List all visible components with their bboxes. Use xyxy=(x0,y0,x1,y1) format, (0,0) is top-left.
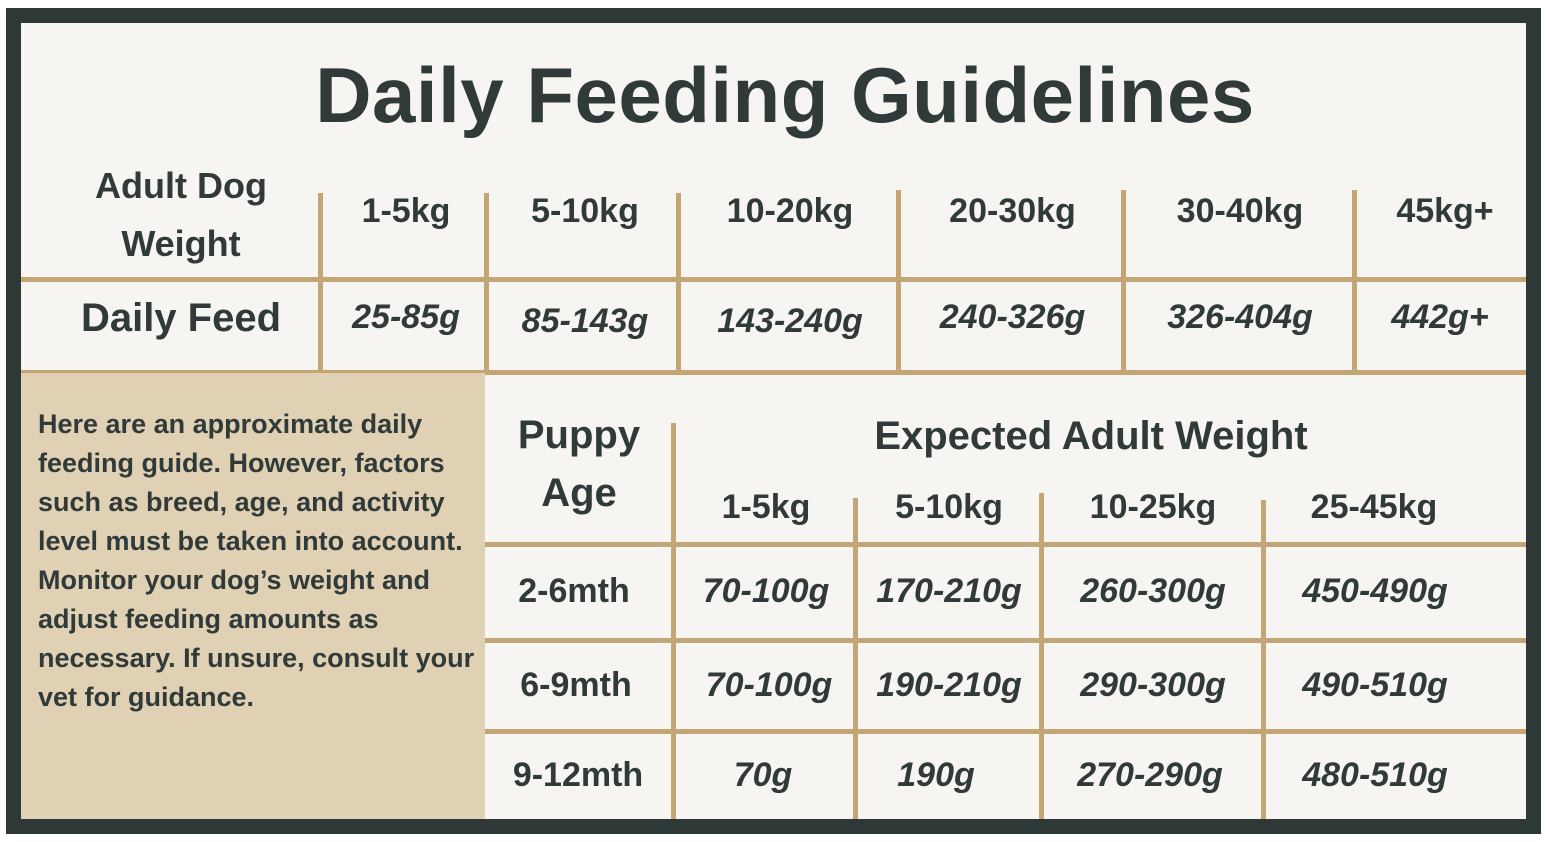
puppy-age-label-line2: Age xyxy=(541,471,617,515)
adult-weight-4: 20-30kg xyxy=(949,192,1076,230)
adult-feed-2: 85-143g xyxy=(521,302,649,340)
puppy-age-label: Puppy Age xyxy=(485,406,673,522)
adult-divider-mid xyxy=(21,277,1526,282)
puppy-feed-1-1: 70-100g xyxy=(702,572,830,610)
puppy-feed-3-4: 480-510g xyxy=(1302,756,1448,794)
adult-col-line-1 xyxy=(318,193,323,371)
adult-feed-1: 25-85g xyxy=(352,298,460,336)
adult-weight-label: Adult Dog Weight xyxy=(40,157,322,273)
adult-weight-6: 45kg+ xyxy=(1396,192,1494,230)
puppy-feed-3-2: 190g xyxy=(897,756,975,794)
adult-col-line-2 xyxy=(484,193,489,371)
puppy-divider-3 xyxy=(485,729,1526,734)
puppy-col-line-4 xyxy=(1261,500,1266,819)
puppy-col-line-3 xyxy=(1039,493,1044,819)
puppy-col-line-2 xyxy=(853,498,858,819)
puppy-feed-3-1: 70g xyxy=(733,756,793,794)
puppy-feed-2-2: 190-210g xyxy=(876,666,1022,704)
adult-feed-3: 143-240g xyxy=(717,302,863,340)
adult-weight-2: 5-10kg xyxy=(531,192,639,230)
expected-weight-label: Expected Adult Weight xyxy=(874,414,1308,458)
puppy-age-label-line1: Puppy xyxy=(517,413,641,457)
puppy-age-row-3: 9-12mth xyxy=(512,756,644,794)
puppy-feed-2-3: 290-300g xyxy=(1080,666,1226,704)
adult-weight-5: 30-40kg xyxy=(1176,192,1304,230)
adult-weight-3: 10-20kg xyxy=(726,192,854,230)
adult-col-line-4 xyxy=(896,190,901,371)
puppy-weight-2: 5-10kg xyxy=(895,488,1003,526)
puppy-feed-1-3: 260-300g xyxy=(1080,572,1226,610)
puppy-divider-1 xyxy=(485,542,1526,547)
adult-col-line-3 xyxy=(676,193,681,371)
puppy-feed-2-4: 490-510g xyxy=(1302,666,1448,704)
adult-divider-bottom xyxy=(21,370,1526,375)
puppy-weight-3: 10-25kg xyxy=(1089,488,1217,526)
note-box xyxy=(21,373,485,819)
page-title: Daily Feeding Guidelines xyxy=(315,51,1255,139)
puppy-feed-1-2: 170-210g xyxy=(876,572,1022,610)
puppy-feed-1-4: 450-490g xyxy=(1302,572,1448,610)
puppy-col-line-1 xyxy=(671,423,676,819)
adult-col-line-6 xyxy=(1352,190,1357,371)
adult-feed-6: 442g+ xyxy=(1391,298,1489,336)
feeding-note: Here are an approximate daily feeding gu… xyxy=(38,409,475,712)
puppy-feed-2-1: 70-100g xyxy=(705,666,833,704)
adult-weight-label-line1: Adult Dog xyxy=(95,165,267,206)
adult-weight-1: 1-5kg xyxy=(361,192,451,230)
puppy-weight-4: 25-45kg xyxy=(1310,488,1438,526)
puppy-feed-3-3: 270-290g xyxy=(1077,756,1223,794)
adult-feed-5: 326-404g xyxy=(1167,298,1313,336)
daily-feed-label: Daily Feed xyxy=(80,296,282,340)
puppy-divider-2 xyxy=(485,638,1526,643)
adult-col-line-5 xyxy=(1121,190,1126,371)
puppy-weight-1: 1-5kg xyxy=(721,488,811,526)
adult-feed-4: 240-326g xyxy=(939,298,1086,336)
puppy-age-row-1: 2-6mth xyxy=(518,572,630,610)
adult-weight-label-line2: Weight xyxy=(121,223,241,264)
puppy-age-row-2: 6-9mth xyxy=(520,666,632,704)
